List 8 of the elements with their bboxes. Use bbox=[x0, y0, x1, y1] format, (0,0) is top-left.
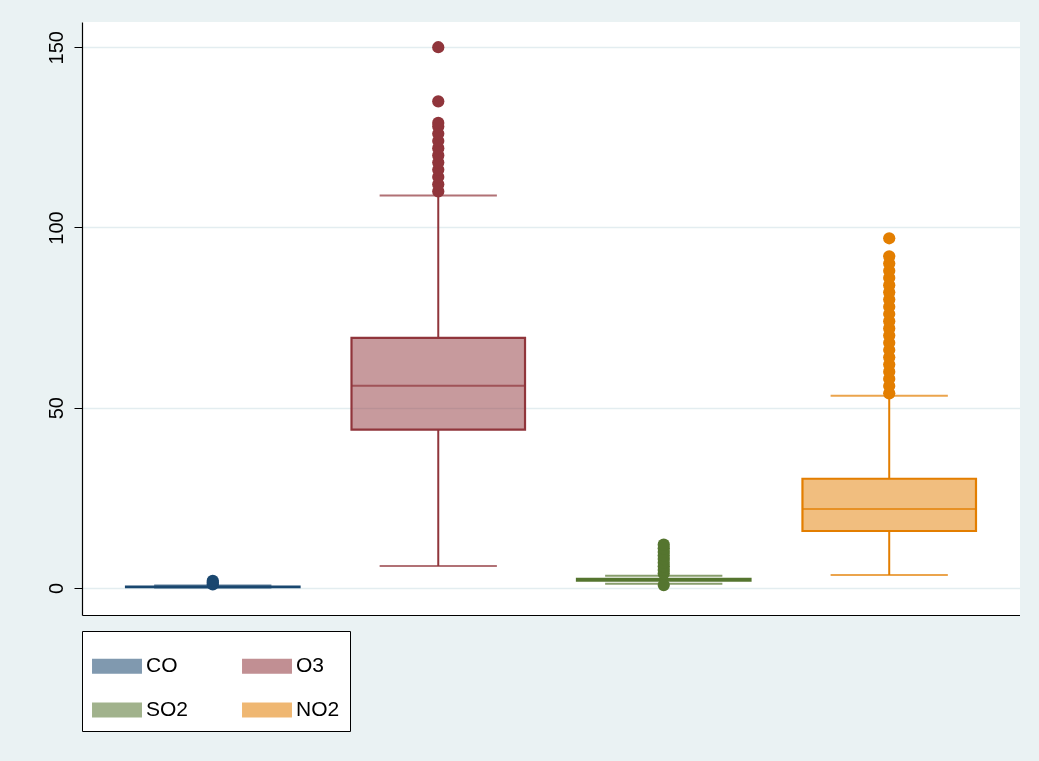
y-tick-label: 0 bbox=[44, 582, 67, 595]
legend-label: O3 bbox=[296, 653, 325, 677]
y-tick-label: 50 bbox=[44, 397, 67, 420]
legend-label: SO2 bbox=[146, 697, 189, 720]
y-tick-label: 100 bbox=[44, 211, 67, 245]
legend-label: NO2 bbox=[296, 697, 340, 720]
legend-label: CO bbox=[146, 653, 178, 677]
y-tick-label: 150 bbox=[44, 31, 67, 65]
